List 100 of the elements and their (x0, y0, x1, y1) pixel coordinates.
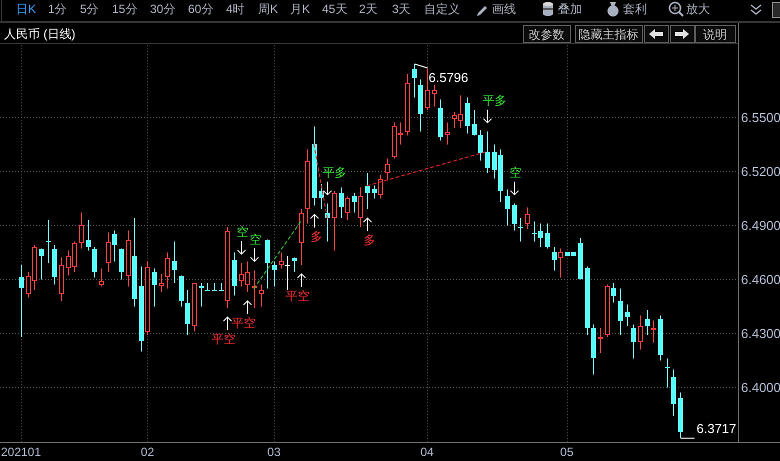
candlestick (625, 304, 630, 327)
candlestick (525, 206, 530, 230)
candlestick (545, 223, 550, 250)
candlestick (165, 252, 170, 289)
text: 自定义 (424, 2, 460, 16)
candlestick (485, 131, 490, 174)
text: 画线 (492, 2, 516, 16)
annotation: 平空 (286, 288, 310, 303)
candlestick (79, 212, 84, 250)
candlestick (552, 246, 557, 271)
text: 45天 (322, 2, 348, 16)
candlestick (378, 174, 383, 199)
x-tick-label: 03 (267, 445, 281, 459)
text: 改参数 (528, 28, 564, 42)
candlestick (512, 203, 517, 232)
text: 5分 (80, 2, 99, 16)
annotation: 平多 (482, 94, 506, 108)
candlestick (272, 260, 277, 287)
text: 30分 (150, 2, 176, 16)
text: 周K (258, 2, 278, 16)
text: 6.3717 (696, 421, 736, 436)
text: 1分 (48, 2, 67, 16)
candlestick (332, 190, 337, 251)
text: 隐藏主指标 (578, 28, 638, 42)
candlestick (352, 192, 357, 214)
candlestick (665, 358, 670, 388)
candlestick (19, 264, 24, 338)
candlestick (478, 129, 483, 161)
candlestick (279, 252, 284, 269)
text: 月K (290, 2, 310, 16)
candlestick (92, 246, 97, 278)
candlestick (631, 324, 636, 359)
candlestick (86, 219, 91, 251)
candlestick (432, 84, 437, 107)
candlestick (106, 232, 111, 273)
candlestick (172, 241, 177, 284)
y-tick-label: 6.4600 (741, 272, 780, 287)
candlestick (46, 219, 51, 264)
candlestick (152, 268, 157, 307)
text: 6.5796 (428, 70, 468, 86)
candlestick (518, 218, 523, 242)
candlestick (372, 185, 377, 199)
candlestick (39, 248, 44, 280)
candlestick (112, 230, 117, 262)
candlestick (339, 187, 344, 219)
annotation: 空 (510, 166, 522, 180)
x-tick-label: 04 (420, 445, 434, 459)
x-tick-label: 02 (140, 445, 154, 459)
candlestick (212, 282, 217, 291)
text: 60分 (188, 2, 214, 16)
candlestick (465, 97, 470, 134)
candlestick (651, 320, 656, 343)
candlestick (199, 282, 204, 307)
candlestick (185, 290, 190, 336)
chart-title: 人民币 (日线) (4, 27, 76, 41)
text: 套利 (623, 2, 647, 16)
y-tick-label: 6.5500 (741, 110, 780, 125)
y-tick-label: 6.4000 (741, 380, 780, 395)
candlestick (618, 288, 623, 336)
candlestick (219, 282, 224, 291)
candlestick (611, 282, 616, 304)
annotation: 多 (310, 230, 322, 244)
candlestick (159, 273, 164, 292)
candlestick (285, 255, 290, 291)
candlestick (645, 309, 650, 336)
annotation: 平多 (322, 166, 346, 180)
candlestick (365, 172, 370, 210)
annotation: 多 (364, 233, 376, 248)
text: 15分 (112, 2, 138, 16)
candlestick (425, 68, 430, 111)
candlestick (638, 314, 643, 350)
candlestick (292, 257, 297, 273)
candlestick (598, 327, 603, 354)
x-tick-label: 05 (560, 445, 574, 459)
candlestick (558, 248, 563, 278)
candlestick (205, 282, 210, 291)
text: 放大 (686, 2, 710, 16)
text: 4时 (226, 2, 245, 16)
text: 3天 (392, 2, 411, 16)
text: 2天 (359, 2, 378, 16)
annotation: 平空 (212, 332, 236, 346)
text: 叠加 (558, 2, 582, 16)
candlestick (412, 64, 417, 98)
candlestick (99, 268, 104, 287)
candlestick (119, 248, 124, 280)
annotation: 平空 (232, 316, 256, 330)
y-tick-label: 6.4300 (741, 326, 780, 341)
annotation: 空 (236, 225, 248, 240)
text: 日K (16, 2, 36, 16)
text: 说明 (703, 28, 727, 42)
candlestick (385, 158, 390, 181)
candlestick (345, 196, 350, 220)
y-tick-label: 6.5200 (741, 164, 780, 179)
candlestick (358, 187, 363, 228)
x-tick-label: 202101 (0, 445, 42, 459)
candlestick (265, 239, 270, 289)
candlestick (259, 284, 264, 307)
y-tick-label: 6.4900 (741, 218, 780, 233)
candlestick (445, 122, 450, 145)
annotation: 空 (250, 232, 262, 246)
